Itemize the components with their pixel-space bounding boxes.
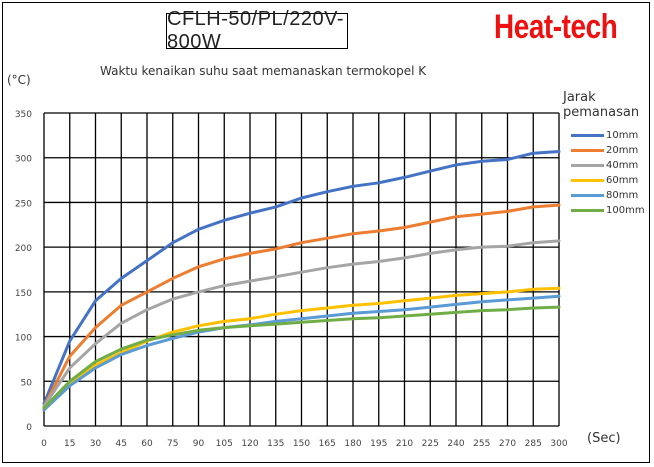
chart-frame [2,2,650,463]
legend-swatch-icon [571,149,604,152]
x-tick-label: 165 [319,439,336,449]
x-tick-label: 45 [116,439,127,449]
legend-item: 10mm [571,128,645,143]
x-tick-label: 225 [422,439,439,449]
chart-title: Waktu kenaikan suhu saat memanaskan term… [100,64,427,78]
legend-swatch-icon [571,194,604,197]
series-line-20mm [42,203,561,408]
x-tick-label: 270 [499,439,516,449]
x-tick-label: 210 [396,439,413,449]
y-tick-label: 100 [15,334,32,344]
legend-swatch-icon [571,164,604,167]
x-tick-label: 90 [193,439,205,449]
model-label: CFLH-50/PL/220V-800W [166,8,348,53]
x-tick-label: 240 [447,439,464,449]
legend-label: 100mm [606,205,645,216]
x-tick-label: 75 [167,439,178,449]
series-line-100mm [42,305,561,410]
y-tick-label: 50 [21,378,33,388]
legend-title: Jarak pemanasan [563,90,639,120]
y-tick-label: 0 [26,423,32,433]
x-tick-label: 15 [64,439,75,449]
series-line-40mm [42,239,561,408]
x-tick-label: 0 [41,439,47,449]
legend-swatch-icon [571,134,604,137]
legend-title-line1: Jarak [563,90,596,105]
legend-item: 100mm [571,203,645,218]
x-tick-label: 135 [267,439,284,449]
y-tick-label: 350 [15,110,32,120]
legend: 10mm 20mm 40mm 60mm 80mm 100mm [571,128,645,218]
brand-logo: Heat-tech [494,8,618,46]
legend-label: 80mm [606,190,639,201]
x-axis-label: (Sec) [587,431,621,446]
legend-label: 40mm [606,160,639,171]
x-tick-label: 180 [344,439,361,449]
y-tick-label: 150 [15,289,32,299]
x-tick-label: 60 [141,439,153,449]
legend-item: 40mm [571,158,645,173]
legend-label: 10mm [606,130,639,141]
x-tick-label: 150 [293,439,310,449]
y-axis-label: (°C) [7,73,31,87]
x-tick-label: 30 [90,439,102,449]
legend-label: 20mm [606,145,639,156]
legend-swatch-icon [571,209,604,212]
legend-title-line2: pemanasan [563,105,640,120]
legend-item: 80mm [571,188,645,203]
legend-label: 60mm [606,175,639,186]
series-line-80mm [42,294,561,412]
x-tick-label: 300 [550,439,567,449]
y-tick-label: 300 [15,155,32,165]
x-tick-label: 195 [370,439,387,449]
legend-item: 60mm [571,173,645,188]
y-tick-label: 200 [15,244,32,254]
x-tick-label: 285 [525,439,542,449]
x-tick-label: 105 [216,439,233,449]
legend-swatch-icon [571,179,604,182]
x-tick-label: 255 [473,439,490,449]
x-tick-label: 120 [241,439,258,449]
legend-item: 20mm [571,143,645,158]
y-tick-label: 250 [15,199,32,209]
series-line-10mm [42,150,561,406]
series-line-60mm [42,286,561,410]
